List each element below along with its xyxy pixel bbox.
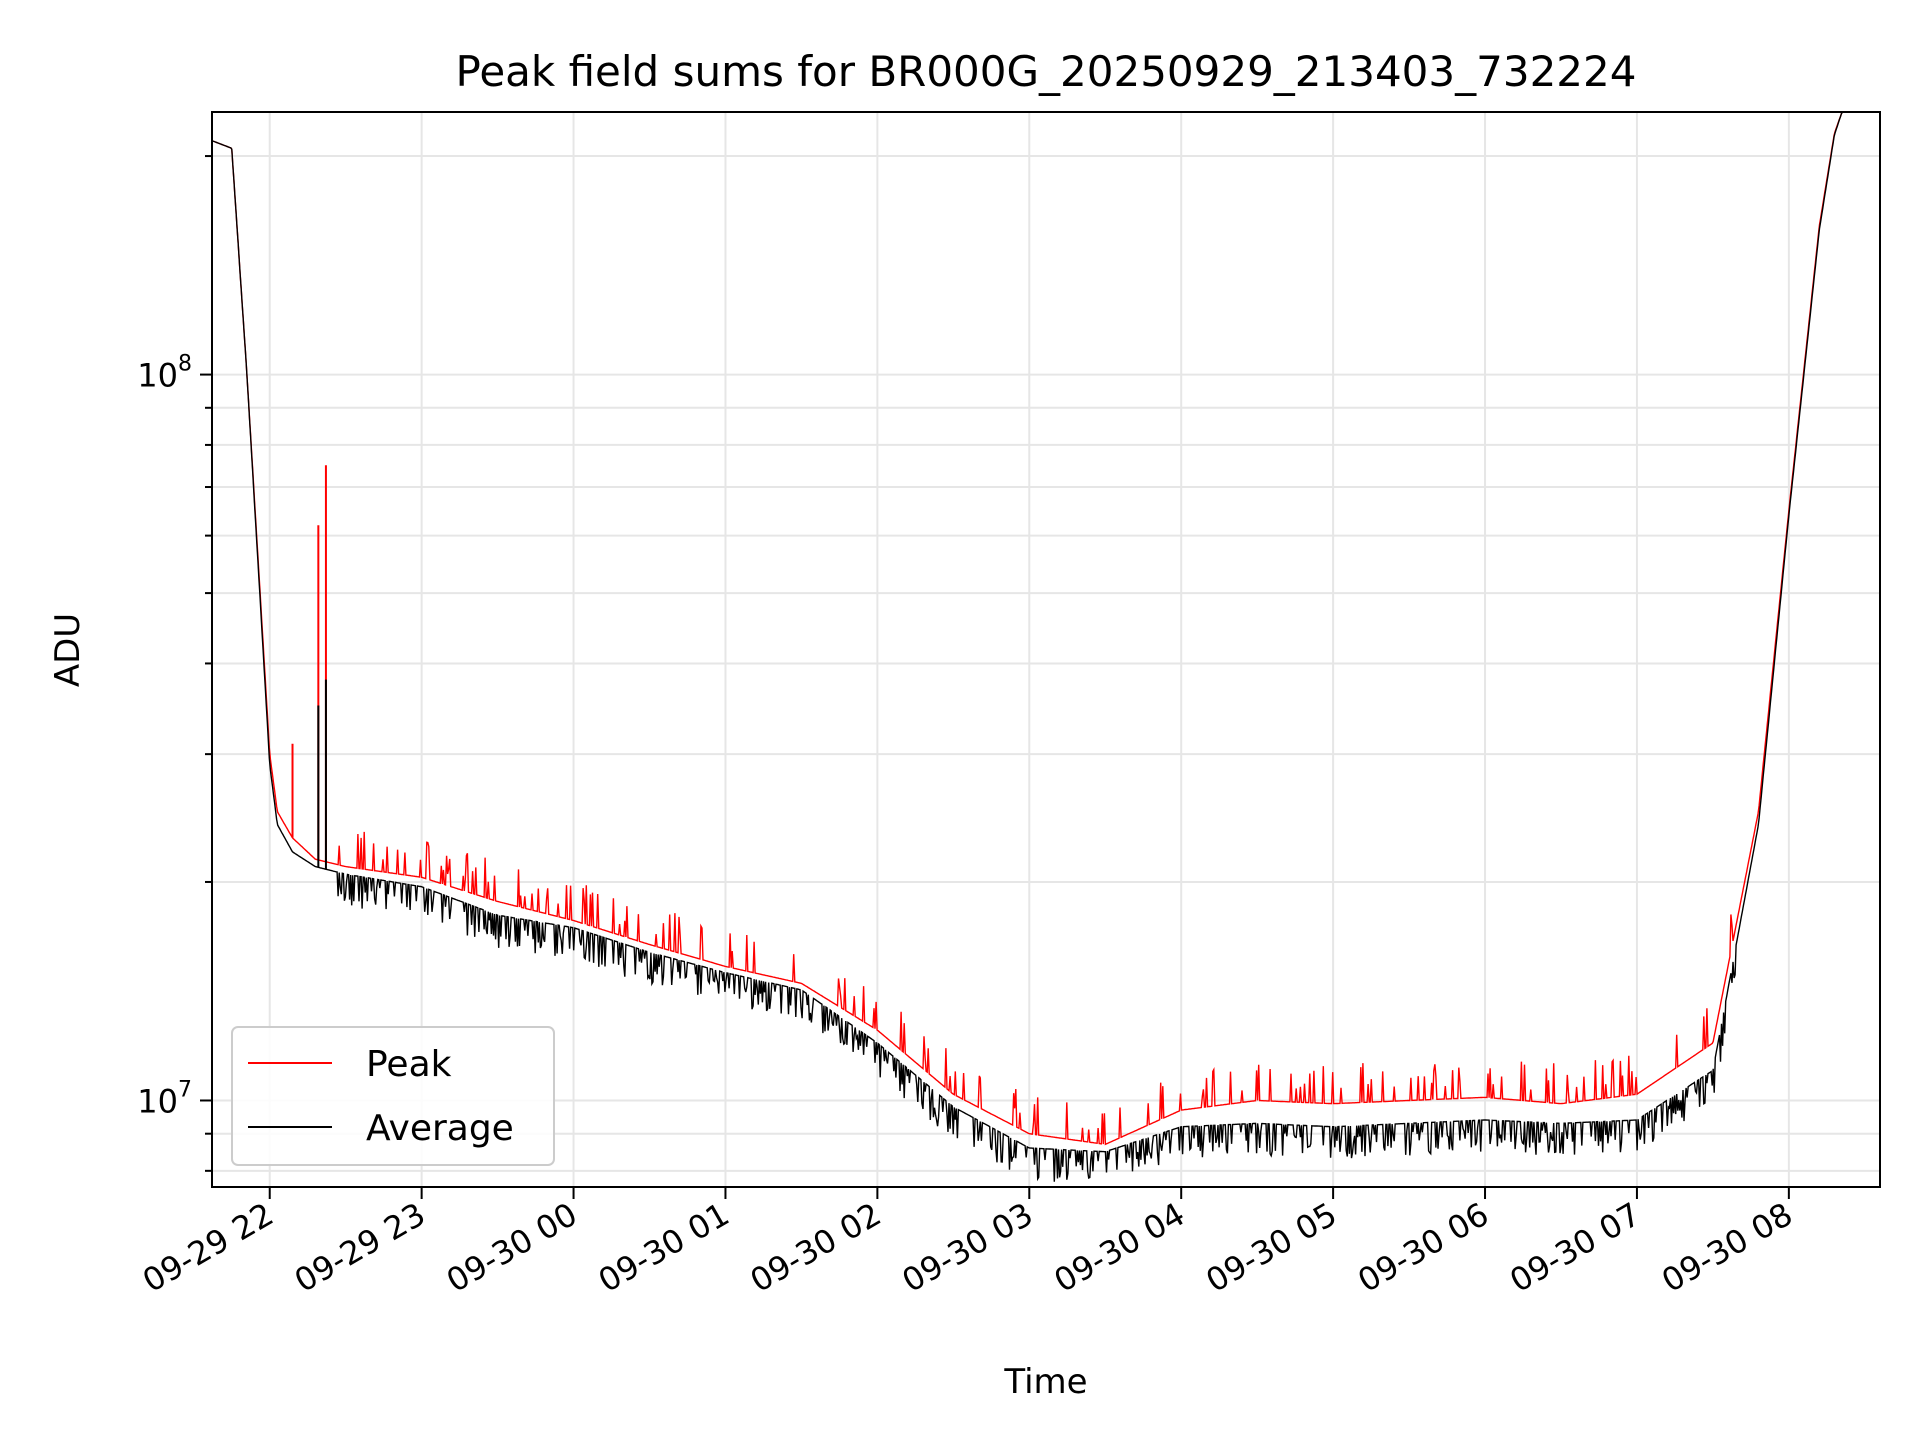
legend-average-label: Average [366,1108,514,1149]
chart-title: Peak field sums for BR000G_20250929_2134… [456,47,1637,96]
legend-box [231,1026,555,1166]
series-layer [212,112,1880,1182]
plot-frame [211,111,1881,1188]
peak-series-line [212,112,1880,1146]
y-tick-label: 107 [137,1077,192,1120]
legend-peak-label: Peak [366,1044,452,1085]
y-axis: 107 108 [137,155,212,1172]
grid [212,112,1880,1187]
average-series-line [212,112,1880,1182]
legend: Peak Average [231,1026,555,1166]
y-tick-label: 108 [137,352,192,395]
y-axis-label: ADU [48,613,88,687]
x-axis-label: Time [1003,1362,1087,1402]
